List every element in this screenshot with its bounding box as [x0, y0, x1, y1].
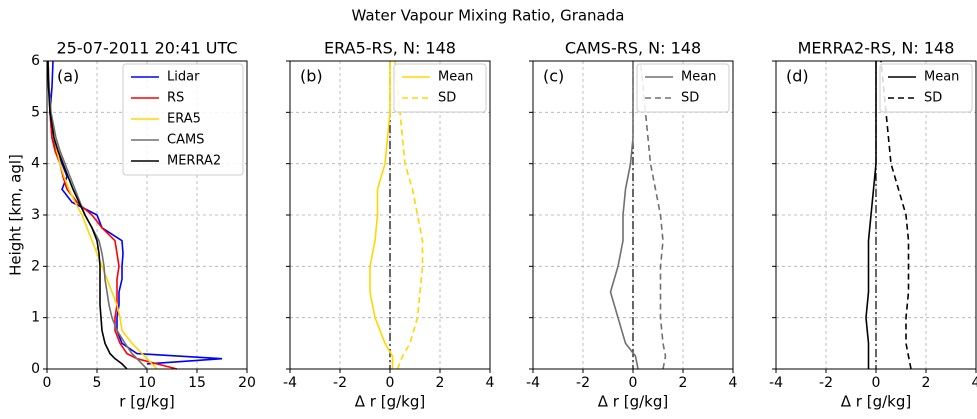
x-tick-label: 0 — [872, 375, 881, 391]
legend-label: Mean — [924, 70, 959, 85]
legend-box — [636, 63, 730, 113]
panel-title: ERA5-RS, N: 148 — [324, 39, 456, 58]
x-tick-label: 10 — [138, 375, 156, 391]
x-tick-label: 2 — [922, 375, 931, 391]
legend-label: CAMS — [167, 133, 204, 148]
x-tick-label: -2 — [576, 375, 590, 391]
panel-annotation: (a) — [57, 67, 79, 86]
legend-label: Lidar — [167, 70, 200, 85]
y-axis-label: Height [km, agl] — [7, 154, 25, 276]
plot-frame — [775, 60, 977, 370]
y-tick-label: 6 — [31, 53, 40, 69]
legend-label: RS — [167, 91, 184, 106]
legend-label: SD — [681, 91, 699, 106]
legend-label: Mean — [681, 70, 716, 85]
panel-title: CAMS-RS, N: 148 — [565, 39, 701, 58]
x-axis-label: Δ r [g/kg] — [841, 393, 911, 411]
y-tick-label: 0 — [31, 361, 40, 377]
x-tick-label: 15 — [188, 375, 206, 391]
y-tick-label: 3 — [31, 207, 40, 223]
x-tick-label: -2 — [333, 375, 347, 391]
panel: -4 -2 0 2 4 CAMS-RS, N: 148(c) Δ r [g/kg] Mean S… — [526, 39, 738, 411]
x-tick-label: 0 — [386, 375, 395, 391]
panel-annotation: (d) — [786, 67, 809, 86]
data-line — [609, 61, 639, 370]
legend-box — [879, 63, 973, 113]
panel-title: 25-07-2011 20:41 UTC — [57, 39, 238, 58]
legend-label: SD — [924, 91, 942, 106]
x-tick-label: -4 — [526, 375, 540, 391]
panel: -4 -2 0 2 4 MERRA2-RS, N: 148 (d) Δ r [g/kg] Mea… — [769, 39, 977, 411]
data-line — [47, 60, 178, 370]
x-tick-label: 20 — [238, 375, 256, 391]
y-tick-label: 5 — [31, 104, 40, 120]
x-tick-label: -4 — [283, 375, 297, 391]
data-line — [639, 60, 667, 370]
legend-label: MERRA2 — [167, 154, 221, 169]
x-tick-label: 2 — [679, 375, 688, 391]
x-tick-label: 5 — [93, 375, 102, 391]
panel-annotation: (c) — [543, 67, 564, 86]
plot-frame — [289, 60, 491, 370]
x-axis-label: Δ r [g/kg] — [355, 393, 425, 411]
y-tick-label: 1 — [31, 310, 40, 326]
figure-title: Water Vapour Mixing Ratio, Granada — [352, 7, 625, 25]
x-tick-label: 0 — [629, 375, 638, 391]
panel-annotation: (b) — [300, 67, 323, 86]
x-tick-label: 4 — [972, 375, 977, 391]
panel: -4 -2 0 2 4 ERA5-RS, N: 148(b) Δ r [g/kg] Mean S… — [283, 39, 495, 411]
legend-label: SD — [438, 91, 456, 106]
plot-frame — [46, 60, 248, 370]
x-axis-label: r [g/kg] — [119, 393, 174, 411]
data-line — [865, 61, 877, 369]
data-line — [369, 61, 394, 369]
y-tick-label: 4 — [31, 156, 40, 172]
data-line — [47, 60, 148, 370]
plot-frame — [532, 60, 734, 370]
x-tick-label: -2 — [819, 375, 833, 391]
panel-title: MERRA2-RS, N: 148 — [798, 39, 955, 58]
y-tick-label: 2 — [31, 258, 40, 274]
data-line — [880, 60, 912, 370]
x-tick-label: 4 — [729, 375, 738, 391]
data-line — [394, 60, 424, 370]
x-tick-label: -4 — [769, 375, 783, 391]
legend-label: Mean — [438, 70, 473, 85]
legend-label: ERA5 — [167, 112, 201, 127]
x-tick-label: 0 — [43, 375, 52, 391]
x-tick-label: 2 — [436, 375, 445, 391]
x-tick-label: 4 — [486, 375, 495, 391]
legend-box — [393, 63, 487, 113]
panel: 0 5 10 15 20 0 1 2 3 4 5 6 25-07-2011 20:41 UTC (a) r … — [7, 39, 256, 411]
data-line — [47, 60, 128, 370]
x-axis-label: Δ r [g/kg] — [598, 393, 668, 411]
legend-box — [122, 63, 244, 176]
